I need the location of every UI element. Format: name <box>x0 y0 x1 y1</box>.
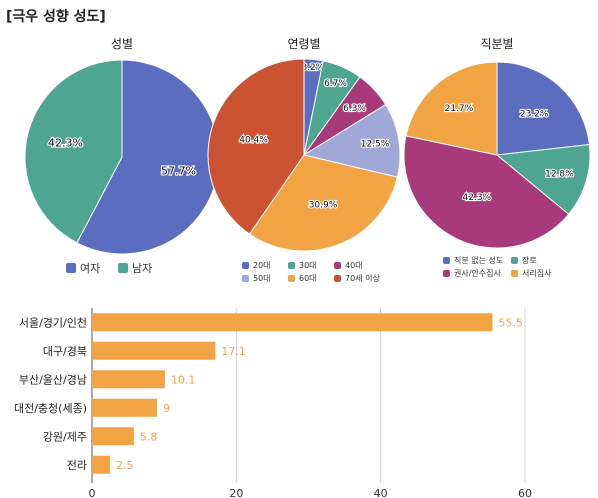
pie-title: 직분별 <box>480 37 513 51</box>
legend-swatch <box>242 262 249 269</box>
pie-chart-3: 직분별 23.2% 12.8% 42.3% 21.7% 직분 없는 성도 장로권사/안수집사… <box>403 37 591 278</box>
legend-label: 30대 <box>299 261 317 270</box>
pie-slice-label: 3.2% <box>301 63 324 73</box>
legend-swatch <box>118 263 128 273</box>
legend-label: 40대 <box>345 261 363 270</box>
legend-swatch <box>242 275 249 282</box>
pie-slice-label: 57.7% <box>161 165 196 178</box>
pie-slice <box>405 61 498 156</box>
pie-title: 성별 <box>111 37 133 51</box>
legend-swatch <box>288 275 295 282</box>
legend-label: 20대 <box>253 261 271 270</box>
pie-slice-label: 23.2% <box>520 109 549 119</box>
category-label: 강원/제주 <box>43 430 87 443</box>
pie-chart-1: 성별 57.7% 42.3% 여자 남자 <box>24 37 220 275</box>
legend-swatch <box>511 270 518 277</box>
bar <box>92 313 493 332</box>
pie-slice-label: 30.9% <box>309 200 338 210</box>
legend-label: 장로 <box>522 255 537 265</box>
bar-value-label: 2.5 <box>116 459 133 472</box>
legend-swatch <box>334 275 341 282</box>
legend-swatch <box>443 257 450 264</box>
page-title: [극우 성향 성도] <box>6 9 106 25</box>
bar <box>92 341 216 360</box>
category-label: 대전/충청(세종) <box>14 402 87 415</box>
bar-value-label: 9 <box>163 402 170 415</box>
legend-label: 여자 <box>80 262 100 275</box>
bar-value-label: 5.8 <box>140 430 158 443</box>
pie-slice <box>495 143 591 215</box>
legend-swatch <box>511 257 518 264</box>
legend-swatch <box>334 262 341 269</box>
x-tick-label: 0 <box>89 487 96 498</box>
category-label: 부산/울산/경남 <box>19 373 87 386</box>
bar <box>92 398 157 417</box>
pie-slice-label: 12.5% <box>361 140 390 150</box>
pie-slice-label: 21.7% <box>445 104 474 114</box>
legend-label: 50대 <box>253 274 271 283</box>
x-tick-label: 60 <box>518 487 532 498</box>
bar-value-label: 55.5 <box>499 316 524 329</box>
pie-slice-label: 6.3% <box>343 104 366 114</box>
pie-slice-label: 12.8% <box>545 170 574 180</box>
pie-title: 연령별 <box>287 37 320 51</box>
category-label: 대구/경북 <box>43 345 87 358</box>
legend-swatch <box>288 262 295 269</box>
legend-swatch <box>443 270 450 277</box>
pie-slice-label: 40.4% <box>239 135 268 145</box>
bar-value-label: 17.1 <box>221 345 246 358</box>
legend-label: 60대 <box>299 274 317 283</box>
legend-label: 서리집사 <box>522 268 552 278</box>
pie-slice <box>302 103 401 178</box>
legend-label: 70세 이상 <box>345 273 380 283</box>
pie-slice-label: 42.3% <box>463 193 492 203</box>
pie-slice-label: 6.7% <box>324 79 347 89</box>
category-label: 전라 <box>67 459 87 472</box>
x-tick-label: 40 <box>374 487 388 498</box>
legend-label: 남자 <box>132 262 152 275</box>
bar-value-label: 10.1 <box>171 373 196 386</box>
region-bar-chart: 0 20 40 60 서울/경기/인천 55.5 대구/경북 17.1 부산/울산/경남 10.1… <box>14 308 532 498</box>
bar <box>92 455 110 474</box>
pie-slice <box>248 154 399 252</box>
bar <box>92 370 165 389</box>
legend-label: 직분 없는 성도 <box>454 255 503 265</box>
legend-label: 권사/안수집사 <box>454 268 501 278</box>
bar <box>92 427 134 446</box>
x-tick-label: 20 <box>229 487 243 498</box>
pie-slice <box>207 58 305 235</box>
pie-chart-2: 연령별 3.2%6.7% 6.3% 12.5% 30.9% 40.4% 20대 30대 40대 5… <box>207 37 401 283</box>
pie-slice <box>403 135 570 249</box>
pie-slice <box>496 61 590 156</box>
category-label: 서울/경기/인천 <box>19 315 87 329</box>
pie-slice <box>24 59 123 244</box>
pie-slice-label: 42.3% <box>48 137 83 150</box>
legend-swatch <box>66 263 76 273</box>
